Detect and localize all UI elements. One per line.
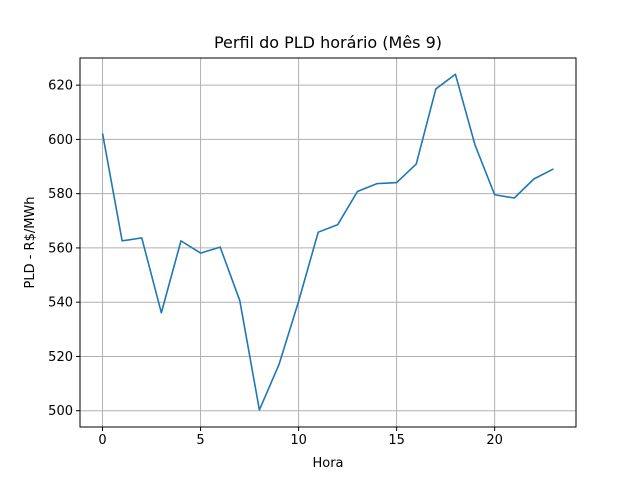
x-tick-label: 0 (98, 433, 106, 448)
plot-frame (79, 57, 577, 428)
series-layer (101, 73, 554, 411)
x-tick-label: 10 (290, 433, 307, 448)
y-axis-title: PLD - R$/MWh (23, 196, 38, 288)
y-tick-label: 620 (48, 79, 73, 94)
y-tick-label: 520 (48, 350, 73, 365)
grid-layer (80, 58, 576, 427)
y-tick-label: 540 (48, 296, 73, 311)
x-tick-label: 20 (486, 433, 503, 448)
tick-layer: 0 5 10 15 20 500 520 540 560 580 600 620 (48, 79, 503, 448)
x-tick-label: 15 (388, 433, 405, 448)
y-tick-label: 500 (48, 404, 73, 419)
y-tick-label: 560 (48, 241, 73, 256)
chart-title: Perfil do PLD horário (Mês 9) (214, 33, 442, 52)
y-tick-label: 580 (48, 187, 73, 202)
series-line (101, 73, 554, 411)
y-tick-label: 600 (48, 133, 73, 148)
x-axis-title: Hora (312, 456, 343, 471)
x-tick-label: 5 (196, 433, 204, 448)
